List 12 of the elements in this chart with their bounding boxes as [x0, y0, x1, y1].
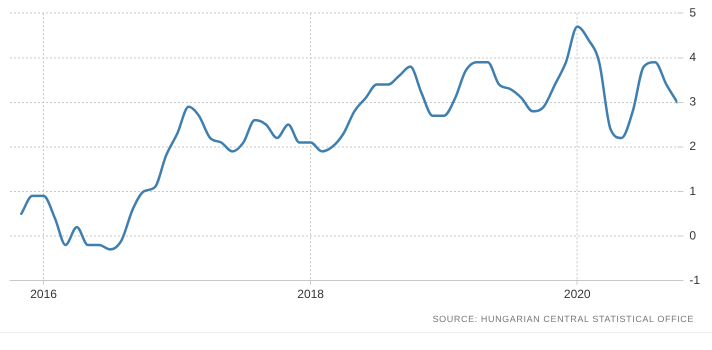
- y-tick-label: 5: [689, 6, 696, 20]
- x-tick-label: 2016: [30, 287, 58, 302]
- y-tick-label: 2: [689, 139, 696, 154]
- source-note: SOURCE: HUNGARIAN CENTRAL STATISTICAL OFFICE: [432, 314, 695, 324]
- y-tick-label: 4: [689, 50, 696, 64]
- y-tick-label: 1: [689, 184, 696, 198]
- x-tick-label: 2018: [297, 287, 324, 302]
- y-tick-label: 3: [689, 94, 696, 109]
- x-tick-label: 2020: [564, 287, 591, 302]
- y-tick-label: -1: [689, 272, 700, 287]
- y-tick-label: 0: [689, 228, 696, 242]
- line-series: [20, 25, 678, 251]
